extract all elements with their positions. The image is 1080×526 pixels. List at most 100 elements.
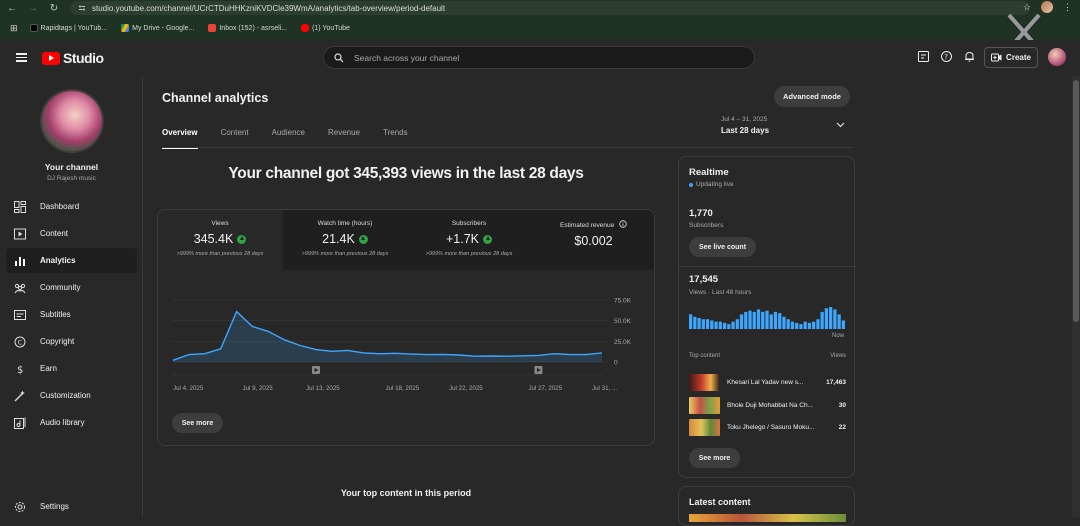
top-content-label: Top content: [689, 353, 720, 359]
bookmark-label: Rapidtags | YouTub...: [41, 25, 108, 32]
video-thumbnail: [689, 374, 720, 391]
latest-content-title: Latest content: [689, 497, 751, 507]
sidebar-item-label: Content: [40, 229, 68, 238]
search-bar[interactable]: [323, 46, 755, 69]
sidebar-item-subtitles[interactable]: Subtitles: [6, 302, 137, 327]
video-views: 30: [839, 402, 846, 409]
help-icon[interactable]: ?: [940, 50, 953, 63]
bookmark-youtube[interactable]: (1) YouTube: [301, 24, 350, 32]
views-headline: Your channel got 345,393 views in the la…: [157, 165, 655, 183]
metric-subscribers[interactable]: Subscribers +1.7K >999% more than previo…: [407, 210, 531, 270]
create-button[interactable]: Create: [984, 47, 1038, 68]
realtime-bar: [697, 318, 700, 329]
metric-watch-time[interactable]: Watch time (hours) 21.4K >999% more than…: [283, 210, 407, 270]
bookmark-google-drive[interactable]: My Drive - Google...: [121, 24, 194, 32]
studio-logo[interactable]: Studio: [42, 50, 104, 66]
metric-views[interactable]: Views 345.4K >999% more than previous 28…: [158, 210, 282, 270]
video-title: Khesari Lal Yadav new s...: [727, 379, 820, 386]
captions-icon[interactable]: [917, 50, 930, 63]
x-tick-label: Jul 18, 2025: [385, 385, 419, 392]
sidebar-item-copyright[interactable]: C Copyright: [6, 329, 137, 354]
metric-estimated-revenue[interactable]: Estimated revenue $0.002: [531, 210, 655, 270]
browser-menu-icon[interactable]: ⋮: [1063, 2, 1072, 13]
realtime-see-more-button[interactable]: See more: [689, 448, 740, 468]
back-icon[interactable]: ←: [3, 0, 21, 17]
bookmark-gmail[interactable]: Inbox (152) - asrseli...: [208, 24, 287, 32]
tab-audience[interactable]: Audience: [272, 128, 305, 149]
sidebar-item-settings[interactable]: Settings: [6, 494, 137, 519]
create-label: Create: [1006, 53, 1031, 62]
y-tick-label: 0: [614, 360, 618, 367]
community-icon: [14, 282, 26, 294]
overview-card: Views 345.4K >999% more than previous 28…: [157, 209, 655, 446]
latest-video-thumbnail[interactable]: [689, 514, 846, 522]
tabs-divider: [162, 147, 854, 148]
realtime-bar: [740, 314, 743, 329]
top-content-row[interactable]: Bhole Duji Mohabbat Na Ch... 30: [689, 396, 846, 414]
realtime-title: Realtime: [689, 167, 729, 178]
search-input[interactable]: [354, 53, 734, 63]
browser-profile-avatar[interactable]: [1041, 1, 1053, 13]
reload-icon[interactable]: ↻: [45, 0, 63, 17]
bookmark-star-icon[interactable]: ☆: [1023, 2, 1031, 13]
sidebar-item-earn[interactable]: $ Earn: [6, 356, 137, 381]
youtube-icon: [301, 24, 309, 32]
bookmark-rapidtags[interactable]: Rapidtags | YouTub...: [30, 24, 108, 32]
realtime-bar: [761, 312, 764, 329]
account-avatar[interactable]: [1048, 48, 1066, 66]
info-icon[interactable]: [619, 220, 627, 228]
gmail-icon: [208, 24, 216, 32]
top-content-row[interactable]: Toku Jhelego / Sasuro Moku... 22: [689, 418, 846, 436]
realtime-subscribers-label: Subscribers: [689, 222, 723, 229]
realtime-views-chart[interactable]: [689, 307, 846, 329]
tab-revenue[interactable]: Revenue: [328, 128, 360, 149]
date-range-selector[interactable]: Jul 4 – 31, 2025 Last 28 days: [721, 116, 769, 135]
realtime-now-label: Now: [832, 333, 844, 339]
y-tick-label: 25.0K: [614, 339, 632, 346]
live-dot-icon: [689, 183, 693, 187]
page-title: Channel analytics: [162, 91, 268, 105]
tab-content[interactable]: Content: [221, 128, 249, 149]
sidebar-item-community[interactable]: Community: [6, 275, 137, 300]
site-info-icon[interactable]: [78, 4, 86, 12]
sidebar-item-audio-library[interactable]: Audio library: [6, 410, 137, 435]
trend-up-icon: [483, 235, 492, 244]
menu-icon[interactable]: [16, 53, 27, 61]
channel-avatar[interactable]: [40, 89, 104, 153]
realtime-bar: [693, 317, 696, 329]
chevron-down-icon[interactable]: [836, 122, 845, 128]
sidebar-item-label: Customization: [40, 391, 91, 400]
realtime-bar: [710, 320, 713, 329]
sidebar-item-label: Settings: [40, 502, 69, 511]
page-scrollbar-thumb[interactable]: [1073, 80, 1079, 322]
realtime-bar: [804, 322, 807, 329]
see-live-count-button[interactable]: See live count: [689, 237, 756, 257]
x-tick-label: Jul 27, 2025: [528, 385, 562, 392]
address-bar[interactable]: studio.youtube.com/channel/UCrCTDuHHKzni…: [70, 1, 1030, 15]
analytics-icon: [14, 255, 26, 267]
content-icon: [14, 228, 26, 240]
metric-label: Watch time (hours): [283, 220, 407, 227]
forward-icon[interactable]: →: [24, 0, 42, 17]
see-more-button[interactable]: See more: [172, 413, 223, 433]
realtime-bar: [825, 308, 828, 329]
apps-grid-icon[interactable]: ⊞: [10, 23, 18, 34]
sidebar-item-content[interactable]: Content: [6, 221, 137, 246]
notifications-bell-icon[interactable]: [963, 50, 976, 63]
your-channel-label: Your channel: [0, 162, 143, 172]
advanced-mode-button[interactable]: Advanced mode: [774, 86, 850, 107]
sidebar-item-label: Audio library: [40, 418, 84, 427]
tab-overview[interactable]: Overview: [162, 128, 198, 149]
top-content-row[interactable]: Khesari Lal Yadav new s... 17,463: [689, 373, 846, 391]
tab-trends[interactable]: Trends: [383, 128, 408, 149]
dashboard-icon: [14, 201, 26, 213]
y-tick-label: 75.0K: [614, 298, 632, 305]
date-range-label: Last 28 days: [721, 126, 769, 135]
sidebar-item-label: Subtitles: [40, 310, 71, 319]
sidebar-item-customization[interactable]: Customization: [6, 383, 137, 408]
sidebar-item-dashboard[interactable]: Dashboard: [6, 194, 137, 219]
sidebar-item-analytics[interactable]: Analytics: [6, 248, 137, 273]
copyright-icon: C: [14, 336, 26, 348]
customization-icon: [14, 390, 26, 402]
